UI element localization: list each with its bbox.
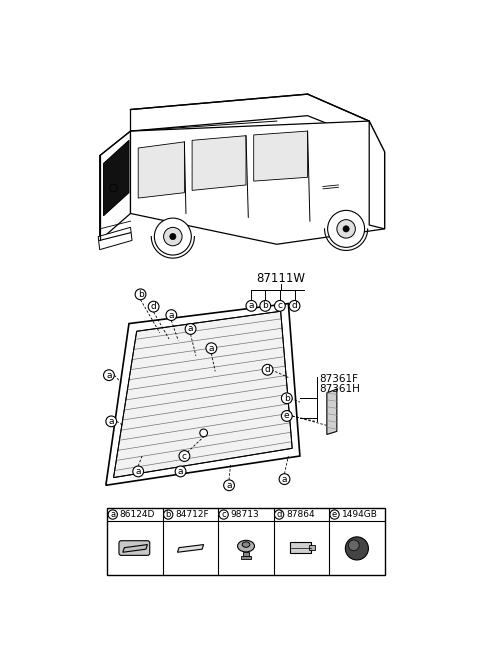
Text: a: a	[209, 344, 214, 353]
Circle shape	[133, 466, 144, 477]
Text: c: c	[182, 451, 187, 461]
Text: 84712F: 84712F	[175, 510, 209, 519]
Circle shape	[179, 451, 190, 461]
Text: a: a	[110, 510, 115, 519]
Text: 86124D: 86124D	[120, 510, 155, 519]
Circle shape	[275, 300, 285, 311]
Text: b: b	[284, 394, 290, 403]
Circle shape	[200, 429, 207, 437]
Circle shape	[106, 416, 117, 427]
Circle shape	[164, 510, 173, 519]
Polygon shape	[178, 544, 204, 552]
Polygon shape	[123, 544, 147, 552]
Text: c: c	[221, 510, 226, 519]
Text: a: a	[226, 481, 232, 490]
Circle shape	[289, 300, 300, 311]
Text: a: a	[168, 310, 174, 319]
Circle shape	[206, 343, 217, 354]
Circle shape	[155, 218, 192, 255]
Circle shape	[166, 310, 177, 321]
Text: e: e	[332, 510, 337, 519]
Circle shape	[279, 474, 290, 485]
Text: b: b	[263, 301, 268, 310]
Polygon shape	[106, 304, 300, 485]
Polygon shape	[369, 121, 384, 229]
Circle shape	[330, 510, 339, 519]
Text: d: d	[276, 510, 282, 519]
Ellipse shape	[242, 542, 250, 547]
FancyBboxPatch shape	[119, 541, 150, 556]
Text: a: a	[135, 467, 141, 476]
Text: 87361F: 87361F	[319, 374, 358, 384]
Circle shape	[345, 537, 369, 560]
Circle shape	[185, 323, 196, 335]
Circle shape	[246, 300, 257, 311]
Circle shape	[170, 234, 176, 239]
Circle shape	[281, 411, 292, 421]
Text: a: a	[188, 325, 193, 333]
Text: 87864: 87864	[286, 510, 315, 519]
Polygon shape	[327, 389, 337, 434]
Text: b: b	[166, 510, 171, 519]
Text: d: d	[292, 301, 298, 310]
Text: 98713: 98713	[230, 510, 259, 519]
Polygon shape	[114, 311, 292, 478]
Polygon shape	[138, 142, 184, 198]
Bar	[243, 552, 249, 558]
Text: a: a	[106, 371, 112, 380]
Text: 1494GB: 1494GB	[341, 510, 377, 519]
Circle shape	[104, 370, 114, 380]
Text: d: d	[151, 302, 156, 311]
Text: 87111W: 87111W	[256, 272, 305, 285]
Circle shape	[108, 510, 118, 519]
Bar	[309, 545, 314, 550]
Text: 87361H: 87361H	[319, 384, 360, 394]
Circle shape	[343, 226, 349, 232]
Circle shape	[337, 220, 355, 238]
Bar	[108, 508, 384, 575]
Circle shape	[148, 301, 159, 312]
Text: a: a	[249, 301, 254, 310]
Text: b: b	[138, 290, 144, 299]
Circle shape	[262, 364, 273, 375]
Text: a: a	[108, 417, 114, 426]
Circle shape	[224, 480, 234, 491]
Text: a: a	[178, 467, 183, 476]
Circle shape	[275, 510, 284, 519]
Text: e: e	[284, 411, 289, 420]
Circle shape	[281, 393, 292, 403]
Polygon shape	[100, 131, 131, 240]
Bar	[241, 556, 251, 559]
Text: c: c	[277, 301, 282, 310]
Polygon shape	[98, 228, 132, 250]
Polygon shape	[192, 136, 246, 190]
Text: d: d	[264, 365, 270, 375]
Circle shape	[328, 211, 365, 247]
Ellipse shape	[238, 541, 254, 552]
Circle shape	[348, 540, 359, 551]
Polygon shape	[131, 121, 384, 244]
Polygon shape	[104, 140, 129, 216]
Circle shape	[219, 510, 228, 519]
Polygon shape	[254, 131, 308, 181]
Bar	[290, 543, 312, 553]
Circle shape	[260, 300, 271, 311]
Circle shape	[175, 466, 186, 477]
Circle shape	[164, 228, 182, 246]
Text: a: a	[282, 475, 287, 483]
Polygon shape	[131, 94, 369, 140]
Circle shape	[135, 289, 146, 300]
